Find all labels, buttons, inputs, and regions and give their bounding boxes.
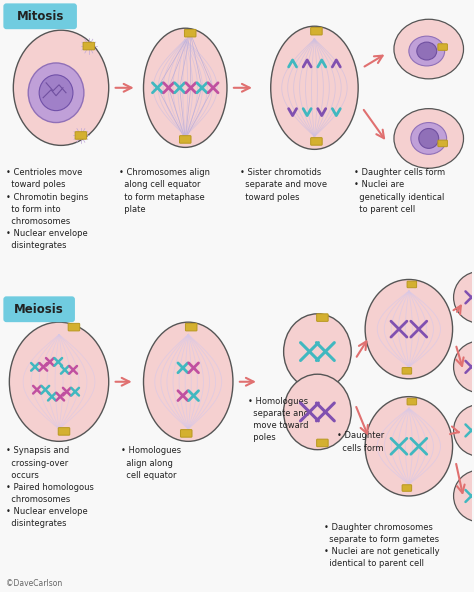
Ellipse shape: [28, 63, 84, 123]
FancyBboxPatch shape: [58, 427, 70, 435]
Ellipse shape: [144, 322, 233, 442]
Text: • Homologues
  separate and
  move toward
  poles: • Homologues separate and move toward po…: [248, 397, 309, 442]
Text: • Centrioles move
  toward poles
• Chromotin begins
  to form into
  chromosomes: • Centrioles move toward poles • Chromot…: [6, 168, 89, 250]
Text: • Sister chromotids
  separate and move
  toward poles: • Sister chromotids separate and move to…: [240, 168, 327, 201]
Ellipse shape: [39, 75, 73, 111]
FancyBboxPatch shape: [3, 4, 77, 29]
Ellipse shape: [411, 123, 447, 155]
Text: ©DaveCarlson: ©DaveCarlson: [6, 580, 63, 588]
FancyBboxPatch shape: [68, 323, 80, 331]
Text: Meiosis: Meiosis: [14, 303, 64, 316]
FancyBboxPatch shape: [317, 439, 328, 447]
Ellipse shape: [9, 322, 109, 442]
Ellipse shape: [454, 272, 474, 323]
Text: • Synapsis and
  crossing-over
  occurs
• Paired homologous
  chromosomes
• Nucl: • Synapsis and crossing-over occurs • Pa…: [6, 446, 94, 528]
Ellipse shape: [454, 341, 474, 392]
Ellipse shape: [454, 470, 474, 522]
Text: • Daughter chromosomes
  separate to form gametes
• Nuclei are not genetically
 : • Daughter chromosomes separate to form …: [324, 523, 440, 568]
FancyBboxPatch shape: [402, 368, 411, 374]
Ellipse shape: [394, 109, 464, 168]
Ellipse shape: [409, 36, 445, 66]
Text: Mitosis: Mitosis: [17, 10, 64, 22]
FancyBboxPatch shape: [438, 44, 447, 50]
Ellipse shape: [144, 28, 227, 147]
FancyBboxPatch shape: [184, 30, 196, 37]
FancyBboxPatch shape: [185, 323, 197, 331]
FancyBboxPatch shape: [180, 136, 191, 143]
FancyBboxPatch shape: [438, 140, 447, 147]
FancyBboxPatch shape: [181, 430, 192, 437]
Ellipse shape: [365, 397, 453, 496]
FancyBboxPatch shape: [407, 398, 417, 405]
Ellipse shape: [419, 128, 438, 149]
Ellipse shape: [13, 30, 109, 146]
Text: • Homologues
  align along
  cell equator: • Homologues align along cell equator: [121, 446, 181, 480]
FancyBboxPatch shape: [317, 314, 328, 321]
Text: • Daughter cells form
• Nuclei are
  genetically identical
  to parent cell: • Daughter cells form • Nuclei are genet…: [354, 168, 445, 214]
Text: • Daughter
  cells form: • Daughter cells form: [337, 432, 384, 452]
FancyBboxPatch shape: [3, 297, 75, 322]
Text: • Chromosomes align
  along cell equator
  to form metaphase
  plate: • Chromosomes align along cell equator t…: [118, 168, 210, 214]
Ellipse shape: [417, 42, 437, 60]
Ellipse shape: [454, 404, 474, 456]
Ellipse shape: [283, 314, 351, 390]
FancyBboxPatch shape: [75, 131, 87, 139]
FancyBboxPatch shape: [310, 27, 322, 35]
Ellipse shape: [283, 374, 351, 450]
FancyBboxPatch shape: [407, 281, 417, 288]
Ellipse shape: [365, 279, 453, 379]
Ellipse shape: [394, 20, 464, 79]
FancyBboxPatch shape: [310, 138, 322, 145]
Ellipse shape: [271, 26, 358, 149]
FancyBboxPatch shape: [83, 42, 95, 50]
FancyBboxPatch shape: [402, 485, 411, 491]
